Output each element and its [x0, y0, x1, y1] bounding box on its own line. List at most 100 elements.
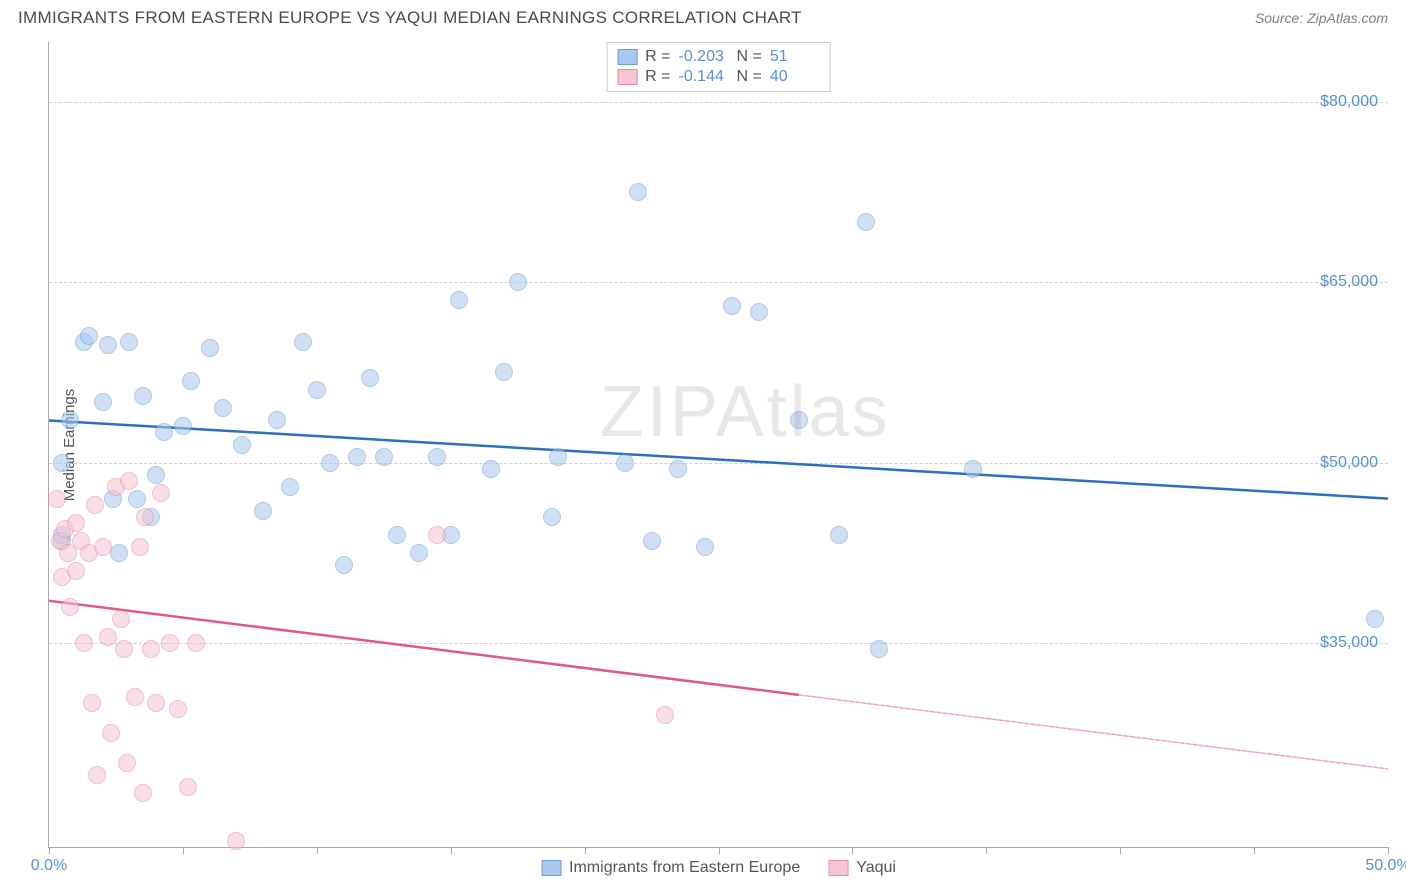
scatter-point	[669, 460, 687, 478]
r-value-series1: -0.203	[679, 48, 729, 66]
x-tick-label: 0.0%	[31, 857, 67, 875]
scatter-point	[870, 640, 888, 658]
n-value-series2: 40	[770, 68, 820, 86]
scatter-point	[723, 297, 741, 315]
legend-swatch-series2	[828, 860, 848, 876]
scatter-point	[128, 490, 146, 508]
x-tick	[183, 847, 184, 854]
scatter-point	[348, 448, 366, 466]
plot-area: $35,000$50,000$65,000$80,0000.0%50.0%	[49, 42, 1388, 847]
chart-container: Median Earnings $35,000$50,000$65,000$80…	[48, 42, 1388, 848]
chart-title: IMMIGRANTS FROM EASTERN EUROPE VS YAQUI …	[18, 8, 802, 28]
scatter-point	[643, 532, 661, 550]
n-value-series1: 51	[770, 48, 820, 66]
scatter-point	[134, 387, 152, 405]
scatter-point	[428, 526, 446, 544]
scatter-point	[53, 454, 71, 472]
x-tick	[852, 847, 853, 854]
scatter-point	[115, 640, 133, 658]
scatter-point	[214, 399, 232, 417]
x-tick	[451, 847, 452, 854]
scatter-point	[543, 508, 561, 526]
y-tick-label: $50,000	[1320, 454, 1378, 472]
y-tick-label: $65,000	[1320, 273, 1378, 291]
scatter-point	[118, 754, 136, 772]
scatter-point	[233, 436, 251, 454]
y-tick-label: $35,000	[1320, 634, 1378, 652]
scatter-point	[126, 688, 144, 706]
scatter-point	[102, 724, 120, 742]
x-tick	[1254, 847, 1255, 854]
scatter-point	[509, 273, 527, 291]
scatter-point	[388, 526, 406, 544]
legend-swatch-series1	[541, 860, 561, 876]
scatter-point	[147, 694, 165, 712]
scatter-point	[428, 448, 446, 466]
scatter-point	[94, 393, 112, 411]
grid-line	[49, 643, 1388, 644]
scatter-point	[161, 634, 179, 652]
stats-row-series2: R = -0.144 N = 40	[617, 67, 820, 87]
scatter-point	[410, 544, 428, 562]
x-tick-label: 50.0%	[1365, 857, 1406, 875]
n-label: N =	[737, 68, 762, 86]
scatter-point	[281, 478, 299, 496]
x-tick	[585, 847, 586, 854]
x-tick	[1388, 847, 1389, 854]
r-label: R =	[645, 68, 670, 86]
scatter-point	[61, 598, 79, 616]
stats-row-series1: R = -0.203 N = 51	[617, 47, 820, 67]
scatter-point	[136, 508, 154, 526]
x-tick	[719, 847, 720, 854]
y-tick-label: $80,000	[1320, 93, 1378, 111]
scatter-point	[88, 766, 106, 784]
scatter-point	[131, 538, 149, 556]
scatter-point	[375, 448, 393, 466]
x-tick	[317, 847, 318, 854]
trend-line-dashed	[799, 695, 1388, 769]
scatter-point	[142, 640, 160, 658]
scatter-point	[169, 700, 187, 718]
scatter-point	[696, 538, 714, 556]
scatter-point	[83, 694, 101, 712]
scatter-point	[964, 460, 982, 478]
scatter-point	[254, 502, 272, 520]
r-label: R =	[645, 48, 670, 66]
r-value-series2: -0.144	[679, 68, 729, 86]
scatter-point	[187, 634, 205, 652]
scatter-point	[120, 333, 138, 351]
x-tick	[49, 847, 50, 854]
legend-item-series2: Yaqui	[828, 859, 896, 877]
scatter-point	[294, 333, 312, 351]
n-label: N =	[737, 48, 762, 66]
scatter-point	[656, 706, 674, 724]
scatter-point	[174, 417, 192, 435]
scatter-point	[629, 183, 647, 201]
source-attribution: Source: ZipAtlas.com	[1255, 10, 1388, 26]
scatter-point	[67, 514, 85, 532]
x-tick	[986, 847, 987, 854]
scatter-point	[182, 372, 200, 390]
scatter-point	[155, 423, 173, 441]
scatter-point	[750, 303, 768, 321]
legend-label-series2: Yaqui	[856, 859, 896, 877]
scatter-point	[321, 454, 339, 472]
scatter-point	[1366, 610, 1384, 628]
scatter-point	[86, 496, 104, 514]
scatter-point	[830, 526, 848, 544]
scatter-point	[152, 484, 170, 502]
scatter-point	[99, 336, 117, 354]
scatter-point	[120, 472, 138, 490]
scatter-point	[482, 460, 500, 478]
scatter-point	[75, 634, 93, 652]
scatter-point	[110, 544, 128, 562]
scatter-point	[80, 327, 98, 345]
scatter-point	[61, 411, 79, 429]
scatter-point	[94, 538, 112, 556]
swatch-series2	[617, 69, 637, 85]
correlation-stats-box: R = -0.203 N = 51 R = -0.144 N = 40	[606, 42, 831, 92]
bottom-legend: Immigrants from Eastern Europe Yaqui	[541, 859, 896, 877]
scatter-point	[857, 213, 875, 231]
scatter-point	[268, 411, 286, 429]
scatter-point	[134, 784, 152, 802]
